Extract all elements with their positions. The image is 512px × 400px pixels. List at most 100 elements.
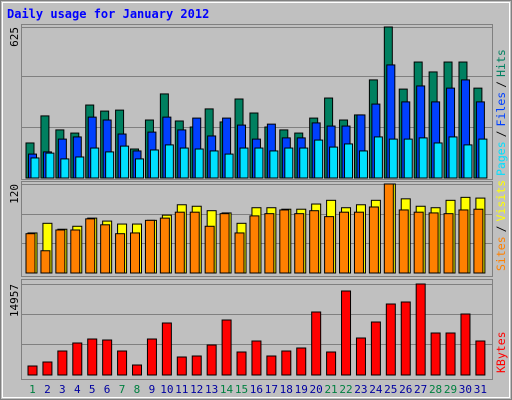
bar [30,157,40,179]
x-tick-label: 5 [89,383,96,396]
bar [55,229,66,274]
legend: Pages / Files / Hits [494,49,508,176]
legend: KBytes [494,331,508,373]
bar [264,213,275,274]
x-tick-label: 19 [295,383,308,396]
bar [164,144,174,179]
bar [249,215,260,274]
bar [176,356,187,376]
bar [314,139,324,179]
bar [418,137,428,179]
chart-title: Daily usage for January 2012 [7,7,209,21]
bar [415,283,426,376]
legend-entry: Files [494,92,508,127]
bar [400,301,411,376]
bar [339,211,350,274]
bar [209,150,219,179]
x-tick-label: 26 [399,383,412,396]
bar [251,340,262,376]
bar [60,158,70,179]
bar [191,355,202,376]
bar [120,145,130,179]
x-tick-label: 20 [310,383,323,396]
bar [25,233,36,274]
bar [75,156,85,179]
x-tick-label: 18 [280,383,293,396]
bar [299,147,309,179]
bar [326,351,337,376]
legend-entry: KBytes [494,331,508,373]
bar [45,152,55,179]
x-tick-label: 13 [205,383,218,396]
bar [473,208,484,274]
x-tick-label: 21 [324,383,337,396]
bar [224,153,234,179]
x-tick-label: 31 [474,383,487,396]
bar [398,209,409,274]
bar [281,350,292,376]
bar [341,290,352,376]
bar [85,218,96,274]
bar [309,210,320,274]
bar [130,232,141,274]
bar [266,355,277,376]
bar [40,250,51,274]
bar [458,209,469,274]
bar [254,147,264,179]
x-tick-label: 4 [74,383,81,396]
bar [373,136,383,179]
y-tick-label: 14957 [8,284,21,317]
x-tick-label: 10 [160,383,173,396]
bar [428,212,439,274]
x-tick-label: 30 [459,383,472,396]
bar [100,224,111,274]
x-tick-label: 8 [134,383,141,396]
bar [174,211,185,274]
bar [296,347,307,376]
x-tick-label: 29 [444,383,457,396]
bar [463,144,473,179]
bar [433,142,443,179]
x-tick-label: 1 [29,383,36,396]
legend-entry: Pages [494,141,508,176]
bar [102,339,113,376]
bar [358,150,368,179]
x-tick-label: 23 [354,383,367,396]
legend-separator: / [494,130,508,137]
bar [146,338,157,376]
x-tick-label: 7 [119,383,126,396]
bar [475,340,486,376]
bar [344,143,354,179]
bar [324,216,335,274]
bar [135,158,145,179]
bar [383,183,394,274]
x-tick-label: 22 [339,383,352,396]
bar [57,350,68,376]
bar [105,151,115,179]
bar [368,206,379,274]
bar [413,211,424,274]
bar [329,146,339,179]
bar [385,303,396,376]
bar [70,229,81,274]
bar [460,313,471,376]
bar [311,311,322,376]
bar [144,219,155,274]
bar [279,209,290,274]
bar [161,322,172,376]
bar [269,150,279,179]
legend-separator: / [494,225,508,232]
bar [149,149,159,179]
bar [42,361,53,376]
x-tick-label: 27 [414,383,427,396]
bar [430,332,441,376]
legend-separator: / [494,81,508,88]
bar [445,332,456,376]
bar [294,213,305,274]
bar [27,365,38,376]
x-tick-label: 6 [104,383,111,396]
x-tick-label: 2 [44,383,51,396]
